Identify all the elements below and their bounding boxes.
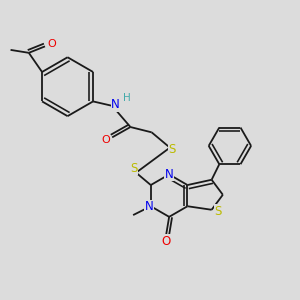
Text: S: S	[130, 162, 137, 175]
Text: O: O	[47, 39, 56, 49]
Text: S: S	[214, 205, 222, 218]
Text: S: S	[169, 143, 176, 157]
Text: N: N	[164, 168, 173, 181]
Text: N: N	[111, 98, 120, 111]
Text: O: O	[101, 135, 110, 145]
Text: N: N	[145, 200, 154, 213]
Text: O: O	[161, 235, 170, 248]
Text: H: H	[123, 93, 131, 103]
